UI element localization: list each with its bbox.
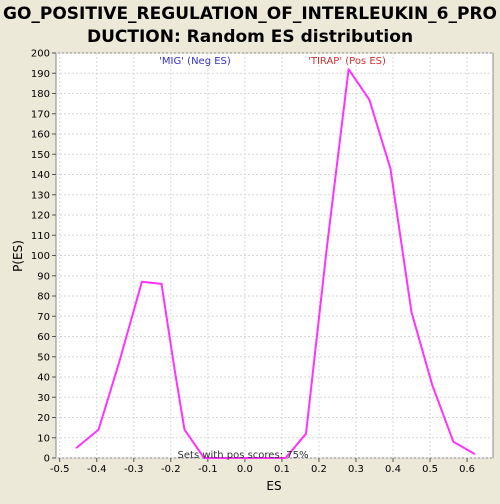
y-tick-label: 50 <box>37 352 50 363</box>
y-tick-label: 140 <box>31 170 50 181</box>
y-tick-label: 200 <box>31 49 50 60</box>
y-tick-label: 40 <box>37 373 50 384</box>
y-tick-label: 190 <box>31 69 50 80</box>
es-data-point <box>390 168 392 170</box>
es-data-point <box>118 362 120 364</box>
x-tick-label: -0.1 <box>198 464 218 475</box>
x-axis-label: ES <box>266 479 281 493</box>
x-tick-label: -0.3 <box>124 464 144 475</box>
chart-title-line-1: GO_POSITIVE_REGULATION_OF_INTERLEUKIN_6_… <box>3 4 497 24</box>
y-tick-label: 180 <box>31 89 50 100</box>
es-data-point <box>348 68 350 70</box>
es-data-point <box>141 281 143 283</box>
es-data-point <box>161 283 163 285</box>
x-tick-label: 0.1 <box>274 464 290 475</box>
x-tick-label: 0.5 <box>422 464 438 475</box>
y-tick-label: 10 <box>37 433 50 444</box>
es-data-point <box>474 453 476 455</box>
y-tick-label: 100 <box>31 251 50 262</box>
es-data-point <box>326 245 328 247</box>
es-data-point <box>369 99 371 101</box>
y-tick-label: 30 <box>37 393 50 404</box>
es-data-point <box>305 433 307 435</box>
x-tick-label: 0.3 <box>348 464 364 475</box>
x-tick-label: 0.2 <box>311 464 327 475</box>
x-tick-label: -0.2 <box>161 464 181 475</box>
es-data-point <box>453 441 455 443</box>
es-data-point <box>411 311 413 313</box>
x-tick-label: -0.5 <box>50 464 70 475</box>
pos-scores-footer: Sets with pos scores: 75% <box>178 450 309 461</box>
x-tick-label: 0.0 <box>237 464 253 475</box>
y-tick-label: 150 <box>31 150 50 161</box>
es-data-point <box>431 384 433 386</box>
x-tick-label: 0.4 <box>385 464 401 475</box>
x-tick-label: 0.6 <box>459 464 475 475</box>
y-tick-label: 80 <box>37 292 50 303</box>
es-data-point <box>174 368 176 370</box>
y-tick-label: 70 <box>37 312 50 323</box>
y-tick-label: 20 <box>37 413 50 424</box>
es-data-point <box>184 429 186 431</box>
y-tick-label: 170 <box>31 109 50 120</box>
pos-es-label: 'TIRAP' (Pos ES) <box>308 56 386 67</box>
y-tick-label: 110 <box>31 231 50 242</box>
x-tick-label: -0.4 <box>87 464 107 475</box>
neg-es-label: 'MIG' (Neg ES) <box>159 56 231 67</box>
y-tick-label: 60 <box>37 332 50 343</box>
es-data-point <box>98 429 100 431</box>
y-tick-label: 90 <box>37 271 50 282</box>
y-axis-label: P(ES) <box>11 240 25 272</box>
es-data-point <box>76 447 78 449</box>
y-tick-label: 130 <box>31 190 50 201</box>
chart-title-line-2: DUCTION: Random ES distribution <box>87 27 413 47</box>
y-tick-label: 160 <box>31 130 50 141</box>
y-tick-label: 0 <box>44 454 50 465</box>
y-tick-label: 120 <box>31 211 50 222</box>
